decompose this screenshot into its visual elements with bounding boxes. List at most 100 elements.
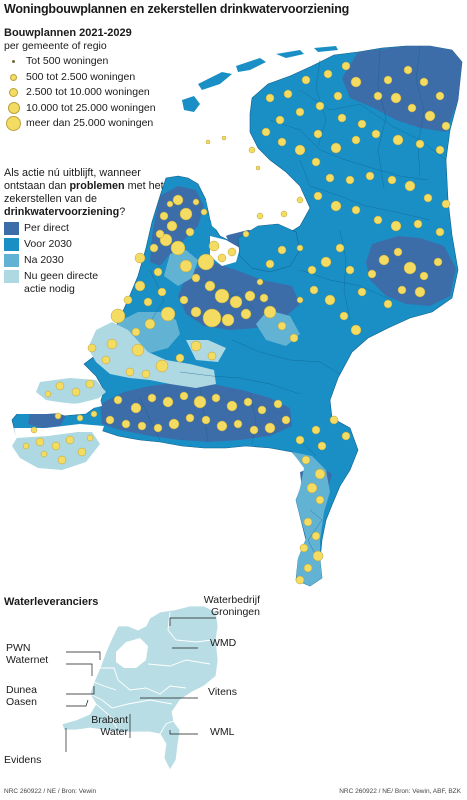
wadden-island (182, 96, 200, 112)
bouwplan-bubble (311, 531, 321, 541)
bouwplan-bubble (330, 200, 342, 212)
region-na-2030 (256, 310, 300, 346)
bouwplan-bubble (144, 318, 156, 330)
bouwplan-bubble (233, 419, 243, 429)
supplier-label-groningen: Waterbedrijf Groningen (160, 594, 260, 618)
bouwplan-bubble (101, 355, 111, 365)
bouwplan-bubble (208, 240, 220, 252)
bouwplan-bubble (216, 420, 228, 432)
bouwplan-bubble (296, 196, 304, 204)
bouwplan-bubble (166, 200, 174, 208)
bouwplan-bubble (159, 211, 169, 221)
bouwplan-bubble (424, 110, 436, 122)
flevoland (237, 223, 301, 273)
bouwplan-bubble (192, 198, 200, 206)
bouwplan-bubble (201, 415, 211, 425)
bouwplan-bubble (311, 425, 321, 435)
size-label: 10.000 tot 25.000 woningen (26, 101, 156, 114)
bouwplan-bubble (414, 286, 426, 298)
bouwplan-bubble (190, 306, 202, 318)
bouwplan-bubble (217, 253, 227, 263)
bouwplan-bubble (105, 415, 115, 425)
bouwplan-bubble (40, 450, 48, 458)
bouwplan-bubble (191, 273, 201, 283)
bouwplan-bubble (303, 517, 313, 527)
size-dot-icon (12, 60, 15, 63)
bouwplan-bubble (30, 426, 38, 434)
municipality-borders (139, 45, 447, 561)
bouwplan-bubbles (22, 61, 451, 585)
bouwplan-bubble (226, 400, 238, 412)
estuary-water (12, 398, 102, 414)
bouwplan-bubble (261, 127, 271, 137)
bouwplan-bubble (197, 253, 215, 271)
bouwplan-bubble (323, 69, 333, 79)
size-label: meer dan 25.000 woningen (26, 117, 154, 129)
bouwplan-bubble (153, 267, 163, 277)
bouwplan-bubble (403, 65, 413, 75)
supplier-country-shape (61, 605, 219, 771)
bouwplan-bubble (373, 91, 383, 101)
bouwplan-bubble (306, 482, 318, 494)
bouwplan-bubble (185, 227, 195, 237)
bouwplan-bubble (317, 441, 327, 451)
supplier-map (61, 605, 219, 771)
bouwplan-bubble (168, 418, 180, 430)
size-dot-icon (9, 88, 18, 97)
bouwplan-bubble (294, 144, 306, 156)
bouwplan-bubble (397, 285, 407, 295)
region-geen-actie (88, 322, 216, 388)
bouwplan-bubble (273, 399, 283, 409)
bouwplan-bubble (149, 243, 159, 253)
wadden-island (236, 58, 266, 72)
bouwplan-bubble (295, 107, 305, 117)
bouwplan-bubble (383, 299, 393, 309)
bouwplan-bubble (403, 261, 417, 275)
bouwplan-bubble (179, 207, 193, 221)
bouwplan-bubble (320, 256, 332, 268)
supplier-label-oasen: Oasen (6, 696, 37, 708)
bouwplan-bubble (51, 441, 61, 451)
bouwplan-bubble (345, 175, 355, 185)
supplier-leader-lines (65, 617, 216, 752)
supplier-label-dunea: Dunea (6, 684, 37, 696)
bouwplan-bubble (221, 135, 227, 141)
bouwplan-bubble (315, 101, 325, 111)
bouwplan-bubble (280, 210, 288, 218)
bouwplan-bubble (155, 229, 165, 239)
bouwplan-bubble (433, 257, 443, 267)
bouwplan-bubble (393, 247, 403, 257)
bouwplan-bubble (137, 421, 147, 431)
bouwplan-bubble (301, 455, 311, 465)
credit-right: NRC 260922 / NE/ Bron: Vewin, ABF, BZK (339, 788, 461, 795)
supplier-label-wml: WML (210, 726, 235, 738)
supplier-label-brabant: Brabant Water (91, 714, 128, 738)
bouwplan-bubble (295, 575, 305, 585)
bouwplan-bubble (155, 359, 169, 373)
bouwplan-bubble (229, 295, 243, 309)
bouwplan-bubble (170, 240, 186, 256)
bouwplan-bubble (200, 208, 208, 216)
bouwplan-bubble (350, 324, 362, 336)
bouwplan-bubble (110, 308, 126, 324)
bouwplan-bubble (283, 89, 293, 99)
bouwplan-bubble (54, 412, 62, 420)
bouwplan-bubble (134, 252, 146, 264)
bouwplan-bubble (441, 121, 451, 131)
bouwplan-bubble (205, 139, 211, 145)
bouwplan-bubble (365, 171, 375, 181)
bouwplan-bubble (415, 139, 425, 149)
bouwplan-bubble (324, 294, 336, 306)
bouwplan-bubble (333, 91, 343, 101)
bouwplan-bubble (125, 367, 135, 377)
plans-heading: Bouwplannen 2021-2029 (4, 27, 132, 39)
bouwplan-bubble (413, 219, 423, 229)
bouwplan-bubble (387, 175, 397, 185)
region-per-direct (342, 46, 462, 132)
category-swatch (4, 270, 19, 283)
bouwplan-bubble (419, 271, 429, 281)
bouwplan-bubble (325, 173, 335, 183)
bouwplan-bubble (390, 92, 402, 104)
bouwplan-bubble (130, 402, 142, 414)
suppliers-heading: Waterleveranciers (4, 596, 99, 608)
